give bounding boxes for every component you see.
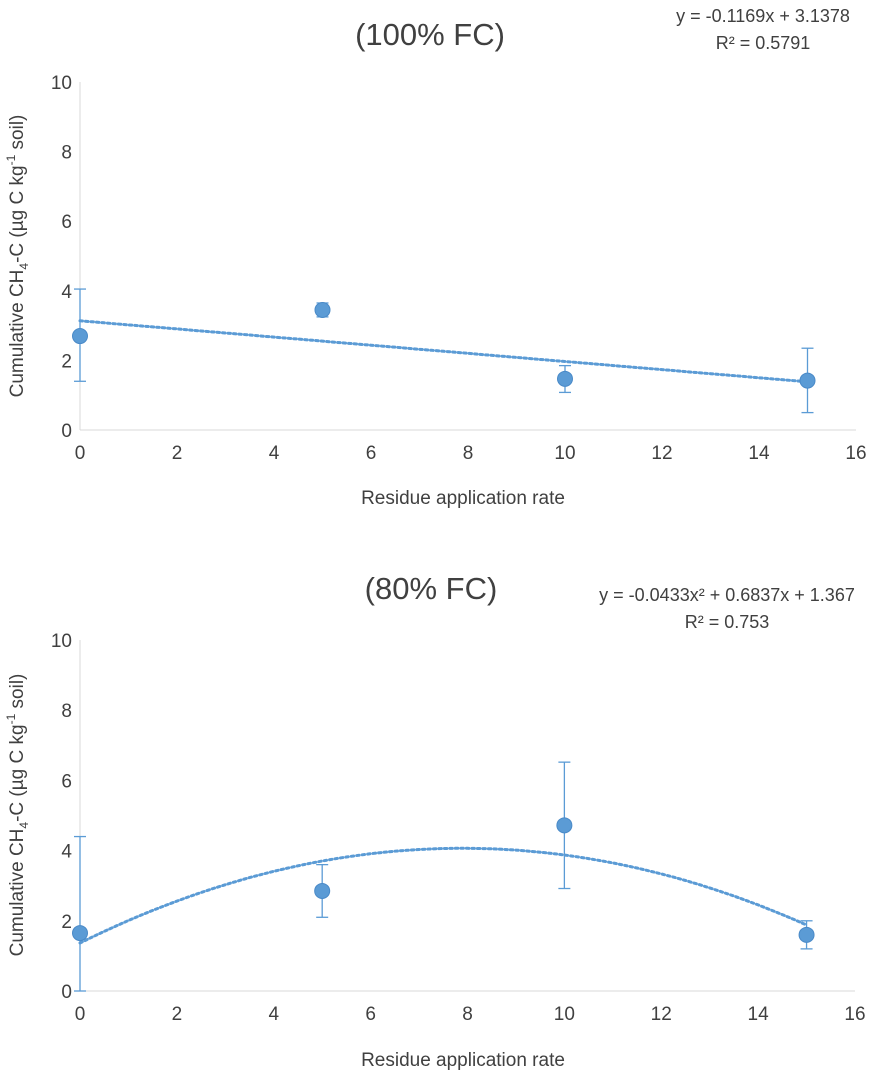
x-tick-label: 4 (269, 443, 280, 464)
trendline-path (78, 846, 809, 945)
x-axis-label: Residue application rate (361, 488, 565, 509)
y-tick-label: 0 (61, 421, 72, 442)
trendline-equation: y = -0.0433x² + 0.6837x + 1.367 (599, 585, 855, 605)
r-squared-label: R² = 0.753 (685, 612, 770, 632)
x-tick-label: 12 (651, 443, 672, 464)
trendline (78, 846, 809, 945)
x-tick-label: 16 (845, 443, 866, 464)
y-tick-labels: 0 2 4 6 8 10 (51, 73, 73, 442)
data-point (799, 372, 816, 389)
x-tick-label: 10 (554, 443, 575, 464)
chart-title: (100% FC) (355, 17, 505, 52)
chart-panel-100fc: (100% FC) y = -0.1169x + 3.1378 R² = 0.5… (4, 6, 867, 509)
x-tick-label: 8 (463, 443, 474, 464)
x-tick-label: 2 (172, 1004, 183, 1025)
x-tick-labels: 0 2 4 6 8 10 12 14 16 (75, 1004, 866, 1025)
data-point (557, 370, 573, 387)
data-point (556, 817, 573, 834)
data-point (314, 882, 331, 899)
y-tick-labels: 0 2 4 6 8 10 (51, 631, 73, 1003)
x-tick-label: 16 (844, 1004, 865, 1025)
r-squared-label: R² = 0.5791 (716, 33, 811, 53)
x-tick-label: 0 (75, 443, 86, 464)
x-tick-label: 8 (462, 1004, 473, 1025)
x-axis-label: Residue application rate (361, 1050, 565, 1071)
y-tick-label: 10 (51, 73, 72, 94)
x-tick-label: 0 (75, 1004, 86, 1025)
y-axis-label: Cumulative CH4-C (µg C kg-1 soil) (4, 115, 31, 398)
x-tick-label: 6 (365, 1004, 376, 1025)
axes (79, 82, 856, 431)
data-point (72, 925, 88, 942)
data-point (314, 301, 331, 318)
y-tick-label: 6 (61, 771, 72, 792)
y-tick-label: 8 (61, 701, 72, 722)
data-points (72, 301, 816, 389)
x-tick-label: 6 (366, 443, 377, 464)
x-tick-label: 12 (651, 1004, 672, 1025)
x-tick-label: 14 (748, 443, 770, 464)
y-tick-label: 6 (61, 212, 72, 233)
chart-panel-80fc: (80% FC) y = -0.0433x² + 0.6837x + 1.367… (4, 571, 866, 1071)
x-tick-label: 2 (172, 443, 183, 464)
data-point (72, 328, 88, 345)
y-tick-label: 0 (61, 982, 72, 1003)
y-tick-label: 4 (61, 842, 72, 863)
y-tick-label: 4 (61, 282, 72, 303)
error-bars (74, 761, 813, 992)
x-tick-label: 10 (554, 1004, 575, 1025)
trendline-equation: y = -0.1169x + 3.1378 (676, 6, 850, 26)
y-tick-label: 8 (61, 143, 72, 164)
axes (79, 640, 855, 992)
x-tick-label: 4 (268, 1004, 279, 1025)
y-tick-label: 2 (61, 351, 72, 372)
chart-title: (80% FC) (365, 571, 498, 606)
y-tick-label: 2 (61, 912, 72, 933)
y-axis-label: Cumulative CH4-C (µg C kg-1 soil) (4, 674, 31, 957)
y-tick-label: 10 (51, 631, 72, 652)
trendline (78, 319, 809, 384)
x-tick-labels: 0 2 4 6 8 10 12 14 16 (75, 443, 867, 464)
data-point (798, 926, 815, 943)
data-points (72, 817, 815, 943)
x-tick-label: 14 (748, 1004, 770, 1025)
trendline-path (78, 319, 809, 384)
